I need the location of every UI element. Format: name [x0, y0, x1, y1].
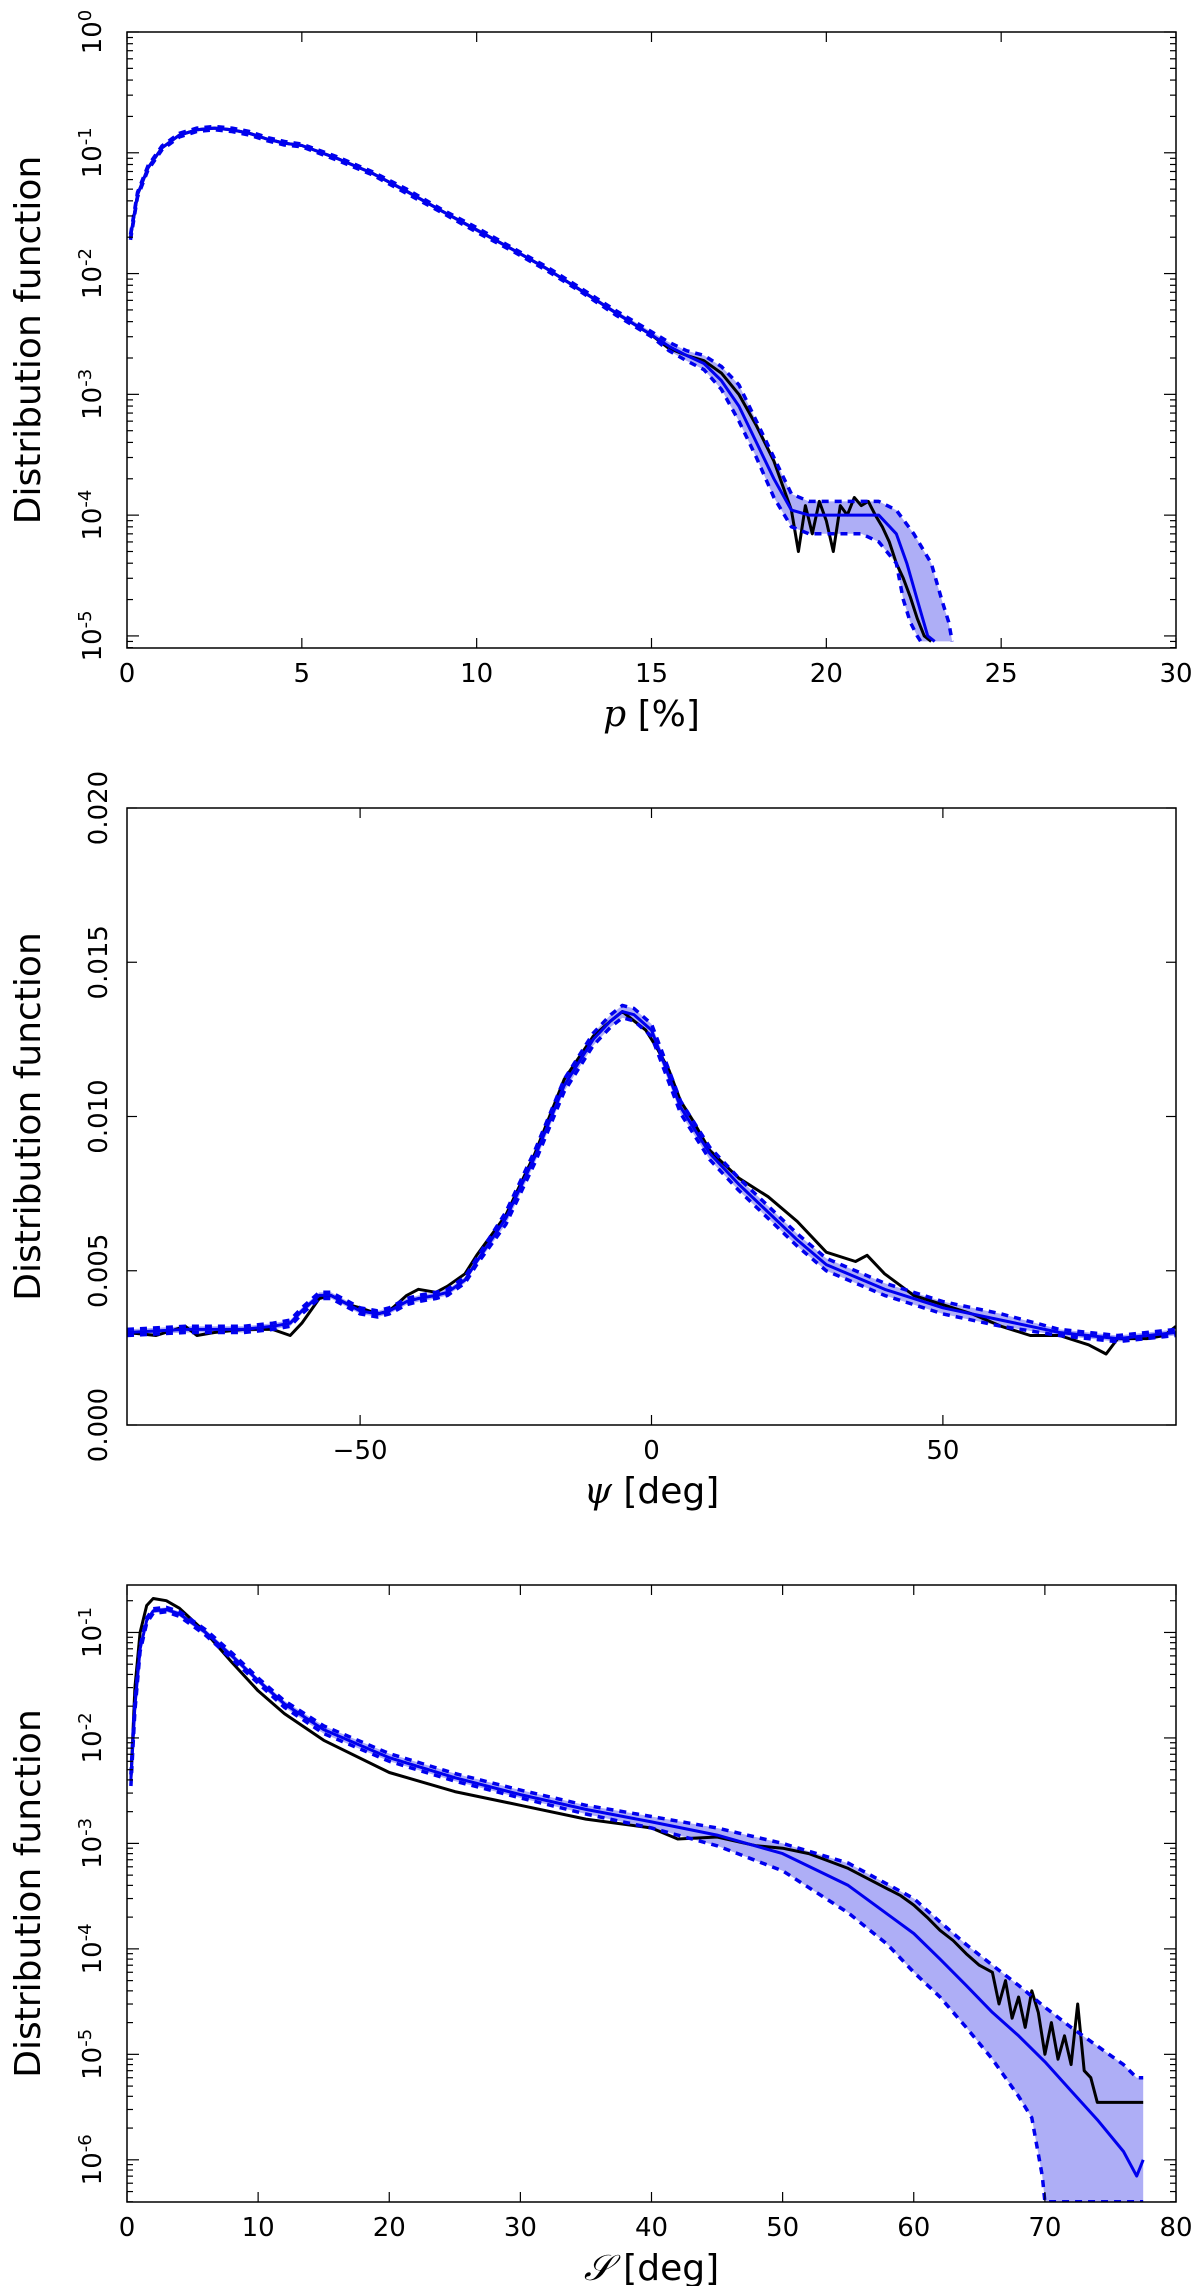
x-tick-label: 20 [373, 2213, 406, 2243]
x-axis-unit: [deg] [612, 1471, 719, 1512]
series-line-model [129, 126, 936, 643]
y-tick-label: 0.000 [84, 1388, 114, 1462]
y-tick-label: 10-2 [75, 1712, 108, 1763]
series-line-data [129, 1597, 1144, 2104]
x-tick-label: 30 [504, 2213, 537, 2243]
series-line-model-lower [128, 128, 923, 643]
y-tick-label: 10-3 [75, 369, 108, 420]
y-tick-label-exponent: -5 [75, 610, 96, 628]
y-tick-label: 10-6 [75, 2134, 108, 2185]
y-tick-label: 0.005 [84, 1234, 114, 1308]
axes-frame [126, 31, 1177, 649]
y-tick-label-base: 10 [78, 1625, 108, 1658]
y-tick-label-base: 10 [78, 1941, 108, 1974]
y-tick-label-exponent: -2 [75, 1712, 96, 1730]
y-tick-label-exponent: -2 [75, 248, 96, 266]
series-line-model [129, 1608, 1145, 2178]
x-tick-label: 50 [926, 1436, 959, 1466]
y-tick-label-exponent: -1 [75, 1607, 96, 1625]
x-tick-label: 0 [119, 659, 136, 689]
x-axis-unit: [%] [626, 694, 700, 735]
x-axis-label: ψ [deg] [584, 1471, 720, 1512]
x-tick-label: 40 [635, 2213, 668, 2243]
plot-area [129, 1597, 1145, 2202]
series-line-data [129, 126, 933, 643]
y-tick-label: 10-2 [75, 248, 108, 299]
x-tick-label: 50 [766, 2213, 799, 2243]
y-tick-label: 10-1 [75, 127, 108, 178]
x-tick-label: 0 [643, 1436, 660, 1466]
y-tick-label-exponent: -4 [75, 490, 96, 508]
x-axis-label: p [%] [603, 694, 700, 735]
x-tick-label: 70 [1028, 2213, 1061, 2243]
y-axis-label: Distribution function [8, 1709, 49, 2078]
x-tick-label: 10 [460, 659, 493, 689]
series-line-data [127, 1010, 1176, 1356]
model-confidence-band [130, 126, 953, 642]
x-axis-symbol: p [603, 694, 626, 735]
y-tick-label-exponent: -4 [75, 1923, 96, 1941]
y-tick-label: 10-5 [75, 610, 108, 661]
x-tick-label: 60 [897, 2213, 930, 2243]
y-tick-label-exponent: 0 [75, 10, 96, 21]
y-tick-label-exponent: -3 [75, 1818, 96, 1836]
chart-panel-s: 0 10 20 30 40 50 60 70 8010-110-210-310-410-510-… [8, 1584, 1193, 2286]
y-tick-label-exponent: -5 [75, 2029, 96, 2047]
x-axis-unit: [deg] [612, 2248, 719, 2286]
x-tick-label: 10 [242, 2213, 275, 2243]
y-tick-label-base: 10 [78, 628, 108, 661]
series-line-model-lower [127, 1016, 1176, 1344]
y-axis-label: Distribution function [8, 156, 49, 525]
series-line-model-lower [129, 1610, 1144, 2202]
x-axis-label: 𝒮 [deg] [584, 2248, 719, 2286]
x-tick-label: 25 [985, 659, 1018, 689]
x-tick-label: 15 [635, 659, 668, 689]
y-tick-label: 100 [75, 10, 108, 55]
series-line-model-upper [127, 1003, 1176, 1338]
y-tick-label: 10-1 [75, 1607, 108, 1658]
plot-area [128, 124, 954, 643]
y-tick-label: 10-3 [75, 1818, 108, 1869]
x-tick-label: 80 [1159, 2213, 1192, 2243]
x-tick-label: 0 [119, 2213, 136, 2243]
series-line-model [127, 1010, 1176, 1341]
y-tick-label: 0.015 [84, 925, 114, 999]
y-tick-label-base: 10 [78, 508, 108, 541]
x-tick-label: 5 [294, 659, 311, 689]
series-line-model-upper [128, 124, 954, 642]
y-tick-label-base: 10 [78, 1836, 108, 1869]
y-tick-label: 0.020 [84, 771, 114, 845]
y-tick-label-base: 10 [78, 266, 108, 299]
y-axis-label: Distribution function [8, 932, 49, 1301]
y-tick-label-exponent: -3 [75, 369, 96, 387]
model-confidence-band [130, 1607, 1144, 2202]
y-tick-label-base: 10 [78, 1730, 108, 1763]
x-tick-label: 30 [1159, 659, 1192, 689]
series-line-model-upper [129, 1605, 1144, 2080]
chart-panel-psi: −50 0 50 0.000 0.005 0.010 0.015 0.020 ψ [deg] Di… [8, 771, 1177, 1512]
x-tick-label: −50 [333, 1436, 388, 1466]
y-tick-label: 10-5 [75, 2029, 108, 2080]
model-confidence-band [127, 1005, 1176, 1342]
y-tick-label-exponent: -6 [75, 2134, 96, 2152]
y-tick-label-exponent: -1 [75, 127, 96, 145]
y-tick-label-base: 10 [78, 145, 108, 178]
axes-frame [126, 1584, 1177, 2203]
y-tick-label: 0.010 [84, 1079, 114, 1153]
plot-area [127, 1003, 1176, 1356]
y-tick-label: 10-4 [75, 1923, 108, 1974]
y-tick-label-base: 10 [78, 2047, 108, 2080]
y-tick-label-base: 10 [78, 21, 108, 54]
x-axis-symbol: ψ [584, 1471, 613, 1512]
y-tick-label: 10-4 [75, 490, 108, 541]
y-tick-label-base: 10 [78, 387, 108, 420]
y-tick-label-base: 10 [78, 2152, 108, 2185]
x-tick-label: 20 [810, 659, 843, 689]
